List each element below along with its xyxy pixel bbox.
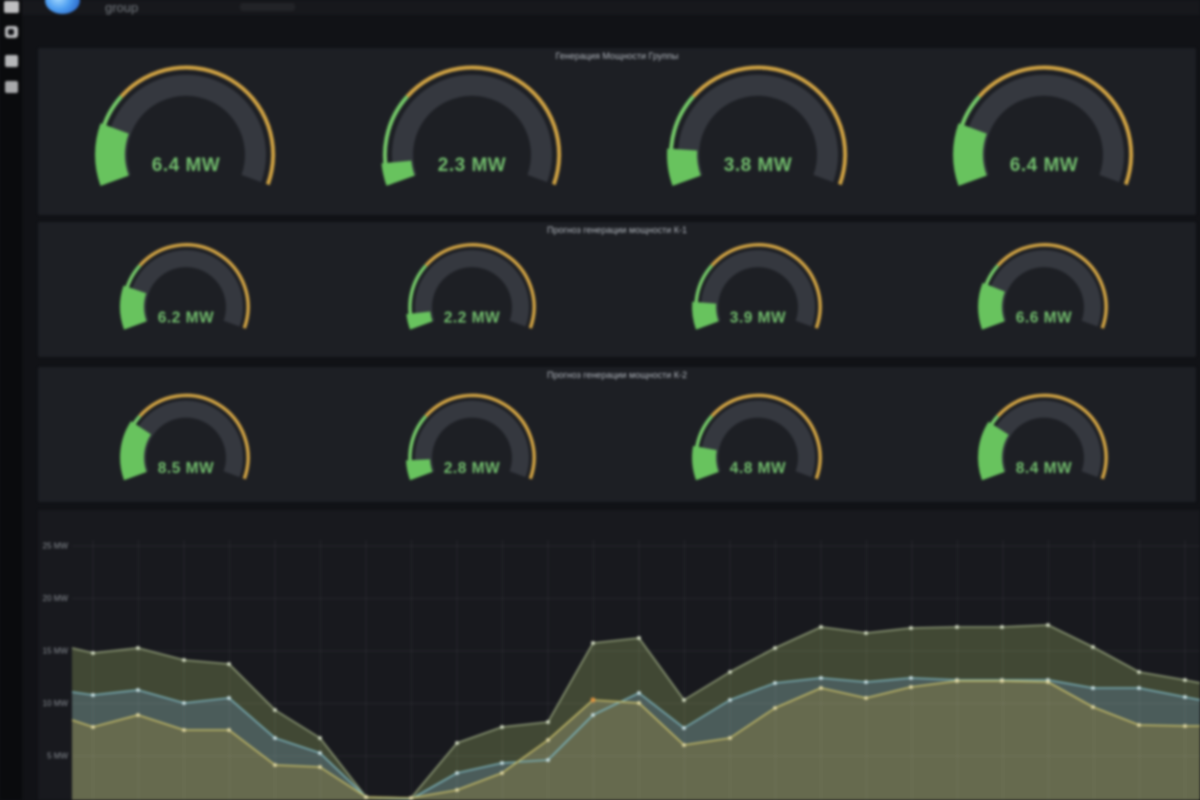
- svg-text:2.8 MW: 2.8 MW: [444, 460, 500, 477]
- svg-text:20 MW: 20 MW: [43, 594, 69, 603]
- svg-text:3.9 MW: 3.9 MW: [730, 310, 786, 327]
- svg-text:6.4 MW: 6.4 MW: [1010, 155, 1078, 176]
- svg-text:8.4 MW: 8.4 MW: [1016, 460, 1072, 477]
- svg-text:25 MW: 25 MW: [43, 542, 69, 551]
- svg-text:5 MW: 5 MW: [47, 752, 68, 761]
- svg-text:4.8 MW: 4.8 MW: [730, 460, 786, 477]
- svg-text:3.8 MW: 3.8 MW: [724, 155, 792, 176]
- svg-text:6.2 MW: 6.2 MW: [158, 310, 214, 327]
- svg-text:6.4 MW: 6.4 MW: [152, 155, 220, 176]
- svg-text:8.5 MW: 8.5 MW: [158, 460, 214, 477]
- svg-text:2.2 MW: 2.2 MW: [444, 310, 500, 327]
- svg-text:10 MW: 10 MW: [43, 699, 69, 708]
- svg-text:15 MW: 15 MW: [43, 647, 69, 656]
- svg-text:6.6 MW: 6.6 MW: [1016, 310, 1072, 327]
- svg-text:2.3 MW: 2.3 MW: [438, 155, 506, 176]
